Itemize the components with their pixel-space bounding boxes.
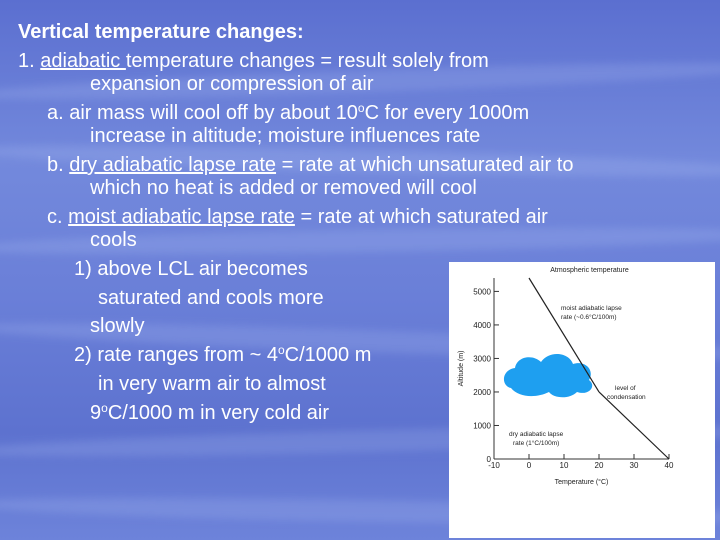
item-b-letter: b. (47, 154, 70, 176)
cloud-shape (503, 353, 593, 398)
sub-1-line-2: saturated and cools more (98, 287, 324, 309)
dry-annotation-line-1: dry adiabatic lapse (509, 431, 564, 438)
moist-annotation-line-1: moist adiabatic lapse (561, 305, 622, 312)
y-tick-label: 3000 (473, 354, 491, 363)
item-b-text: = rate at which unsaturated air to (276, 154, 574, 176)
chart-title: Atmospheric temperature (550, 267, 629, 274)
item-c-term: moist adiabatic lapse rate (68, 206, 295, 228)
item-c-continuation: cools (90, 229, 137, 251)
x-tick-label: 20 (595, 461, 604, 470)
item-b-continuation: which no heat is added or removed will c… (90, 177, 477, 199)
dry-lapse-line (598, 391, 670, 460)
sub-2-line-1: 2) rate ranges from ~ 4oC/1000 m (74, 343, 371, 367)
x-axis-label: Temperature (°C) (555, 478, 609, 486)
x-tick-label: 0 (527, 461, 532, 470)
y-tick-label: 5000 (473, 287, 491, 296)
lcl-annotation-line-1: level of (615, 385, 636, 392)
sub-2-line-3-text: C/1000 m in very cold air (107, 402, 330, 424)
item-c-letter: c. (47, 206, 69, 228)
dry-annotation-line-2: rate (1°C/100m) (513, 439, 559, 447)
y-tick-label: 2000 (473, 388, 491, 397)
item-1-term: adiabatic (40, 50, 126, 72)
degree-superscript: o (101, 401, 108, 415)
y-tick-label: 0 (487, 455, 492, 464)
degree-superscript: o (277, 343, 285, 357)
y-axis-label: Altitude (m) (458, 351, 465, 387)
lapse-rate-figure: 0 1000 2000 3000 4000 5000 -10 0 10 20 30 40 Atmosp… (449, 262, 715, 538)
item-c-line: c. moist adiabatic lapse rate = rate at … (47, 205, 548, 229)
item-a-line: a. air mass will cool off by about 10oC … (47, 101, 529, 125)
sub-2-text: 2) rate ranges from ~ 4 (74, 344, 278, 366)
lcl-annotation-line-2: condensation (607, 394, 646, 401)
degree-superscript: o (357, 101, 365, 115)
item-a-continuation: increase in altitude; moisture influence… (90, 125, 481, 147)
x-tick-label: 40 (665, 461, 674, 470)
item-b-term: dry adiabatic lapse rate (69, 154, 277, 176)
x-tick-label: -10 (488, 461, 500, 470)
sub-1-line-3: slowly (90, 315, 145, 337)
item-1-line: 1. adiabatic temperature changes = resul… (18, 49, 489, 73)
y-tick-label: 1000 (473, 421, 491, 430)
sub-2-line-2: in very warm air to almost (98, 373, 326, 395)
item-c-text: = rate at which saturated air (294, 206, 548, 228)
x-tick-label: 30 (630, 461, 639, 470)
item-1-text: temperature changes = result solely from (125, 50, 489, 72)
y-tick-label: 4000 (473, 321, 491, 330)
slide-title: Vertical temperature changes: (18, 21, 304, 43)
sub-2-number: 9 (90, 402, 102, 424)
sub-1-line-1: 1) above LCL air becomes (74, 258, 308, 280)
item-1-number: 1. (18, 50, 41, 72)
item-1-continuation: expansion or compression of air (90, 73, 374, 95)
sub-2-line-3: 9oC/1000 m in very cold air (90, 401, 329, 425)
x-tick-label: 10 (560, 461, 569, 470)
sub-2-text-end: C/1000 m (284, 344, 372, 366)
moist-lapse-line (528, 277, 600, 393)
item-a-text: a. air mass will cool off by about 10 (47, 102, 358, 124)
item-b-line: b. dry adiabatic lapse rate = rate at wh… (47, 153, 573, 177)
moist-annotation-line-2: rate (~0.6°C/100m) (561, 313, 617, 321)
item-a-text-end: C for every 1000m (364, 102, 530, 124)
